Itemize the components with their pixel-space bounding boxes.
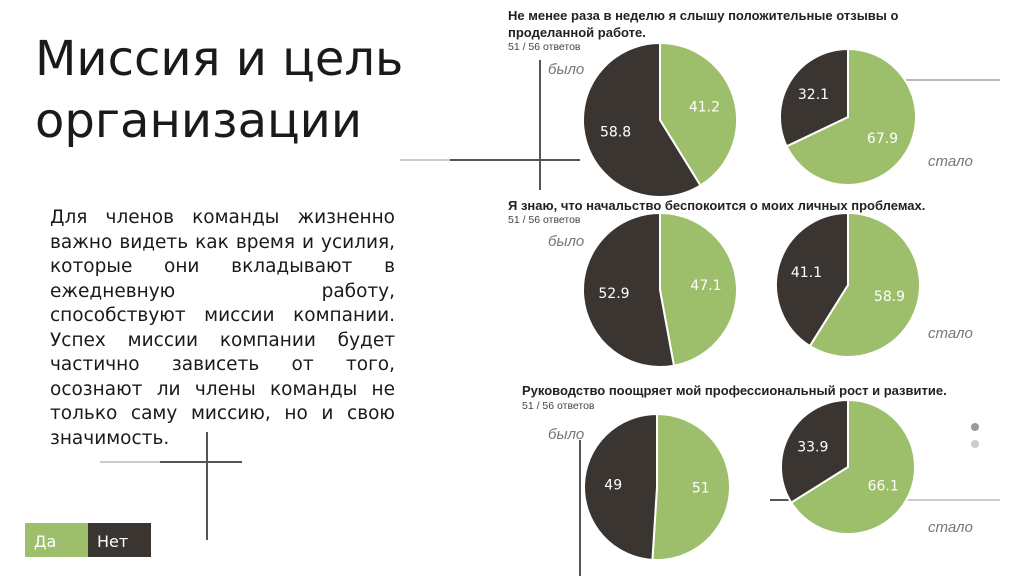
pies: 41.2 58.8 67.9 32.1 47.1 52.9 58.9 41.1 51 49 66.1… bbox=[582, 41, 921, 561]
value-label: 58.9 bbox=[874, 289, 905, 305]
pie-slice bbox=[785, 47, 917, 186]
chart-title: Руководство поощряет мой профессиональны… bbox=[522, 383, 947, 398]
pie-label: стало bbox=[928, 519, 973, 536]
pie-label: было bbox=[548, 233, 585, 250]
legend-item: Да bbox=[25, 523, 88, 557]
pie-label: стало bbox=[928, 153, 973, 170]
slide-title: Миссия и цель организации bbox=[35, 31, 404, 149]
value-label: 58.8 bbox=[600, 125, 631, 141]
chart-title: Я знаю, что начальство беспокоится о мои… bbox=[508, 198, 926, 213]
pie-slice bbox=[789, 398, 916, 535]
dot bbox=[971, 440, 979, 448]
pie-slice bbox=[583, 412, 658, 561]
value-label: 52.9 bbox=[598, 286, 629, 302]
value-label: 41.2 bbox=[689, 99, 720, 115]
value-label: 47.1 bbox=[690, 278, 721, 294]
pie-slice bbox=[582, 41, 702, 198]
pie-slice bbox=[808, 211, 921, 358]
pie-slice bbox=[780, 398, 849, 504]
value-label: 32.1 bbox=[798, 87, 829, 103]
slide-body: Для членов команды жизненно важно видеть… bbox=[50, 207, 395, 449]
value-label: 41.1 bbox=[791, 265, 822, 281]
value-label: 66.1 bbox=[868, 478, 899, 494]
pie-slice bbox=[651, 412, 731, 561]
legend-item: Нет bbox=[88, 523, 151, 557]
pie-label: было bbox=[548, 61, 585, 78]
responses: 51 / 56 ответов bbox=[508, 214, 581, 226]
value-label: 49 bbox=[604, 478, 622, 494]
pie-label: стало bbox=[928, 325, 973, 342]
chart-title: Не менее раза в неделю я слышу положител… bbox=[508, 8, 899, 40]
pie-slice bbox=[775, 211, 849, 348]
dot bbox=[971, 423, 979, 431]
value-label: 67.9 bbox=[867, 131, 898, 147]
value-label: 33.9 bbox=[797, 440, 828, 456]
value-label: 51 bbox=[692, 480, 710, 496]
responses: 51 / 56 ответов bbox=[508, 41, 581, 53]
pie-slice bbox=[779, 47, 849, 148]
pie-slice bbox=[659, 211, 738, 367]
pie-slice bbox=[582, 211, 676, 368]
responses: 51 / 56 ответов bbox=[522, 400, 595, 412]
pie-label: было bbox=[548, 426, 585, 443]
